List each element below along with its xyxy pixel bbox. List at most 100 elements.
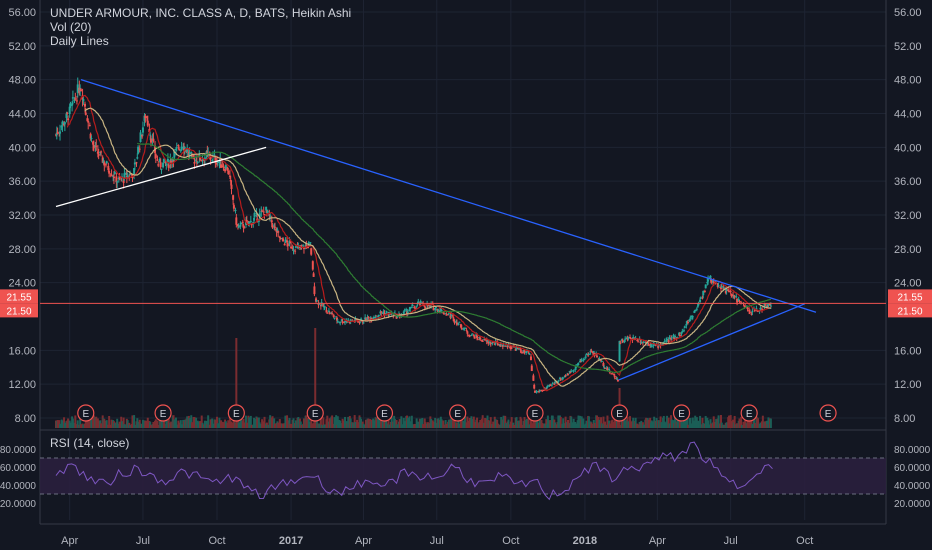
trendline — [80, 79, 817, 313]
volume-bar — [263, 416, 266, 428]
volume-bar — [331, 415, 334, 428]
candle-body — [421, 302, 424, 304]
candle-body — [63, 122, 66, 125]
candle-body — [74, 98, 77, 100]
candle-body — [341, 321, 344, 323]
candle-body — [695, 308, 698, 310]
candle-body — [309, 242, 312, 244]
candle-body — [123, 173, 126, 179]
volume-bar — [121, 421, 124, 428]
candle-body — [585, 353, 588, 356]
price-tick-right: 24.00 — [894, 278, 922, 290]
volume-bar — [751, 423, 754, 428]
candle-body — [248, 221, 251, 224]
volume-bar — [116, 418, 119, 428]
candle-body — [252, 221, 255, 224]
candle-body — [743, 305, 746, 307]
volume-bar — [500, 416, 503, 428]
volume-bar — [174, 417, 177, 428]
candle-body — [306, 246, 309, 249]
moving-average-line — [66, 94, 772, 392]
candle-body — [719, 286, 722, 288]
candle-body — [326, 312, 329, 314]
price-tick-left: 28.00 — [8, 244, 36, 256]
volume-bar — [476, 417, 479, 428]
volume-indicator-label[interactable]: Vol (20) — [50, 20, 92, 34]
volume-bar — [200, 415, 203, 428]
volume-bar — [322, 417, 325, 428]
candle-body — [56, 132, 59, 134]
volume-bar — [273, 418, 276, 428]
volume-bar — [178, 422, 181, 428]
candle-body — [759, 307, 762, 310]
candle-body — [724, 290, 727, 294]
moving-average-line — [84, 107, 771, 387]
candle-body — [294, 250, 297, 252]
volume-bar — [455, 422, 458, 428]
candle-body — [709, 275, 712, 278]
time-axis[interactable]: Apr Jul Oct 2017 Apr Jul Oct 2018 Apr Jul Oct — [61, 535, 813, 547]
price-tick-left: 12.00 — [8, 379, 36, 391]
volume-bar — [400, 416, 403, 428]
candle-body — [177, 145, 180, 147]
volume-bar — [634, 417, 637, 428]
volume-bar — [502, 415, 505, 428]
daily-lines-label[interactable]: Daily Lines — [50, 34, 109, 48]
candle-body — [536, 391, 539, 393]
volume-bar — [256, 417, 259, 428]
volume-bar — [199, 421, 202, 428]
candle-body — [567, 374, 570, 376]
rsi-indicator-label[interactable]: RSI (14, close) — [50, 436, 130, 450]
candle-body — [79, 89, 82, 92]
volume-bar — [323, 424, 326, 428]
current-price-label-1-bg — [0, 289, 38, 304]
volume-bar — [492, 421, 495, 428]
candle-body — [302, 244, 305, 246]
candle-body — [444, 313, 447, 315]
volume-bar — [593, 422, 596, 428]
candle-body — [188, 152, 191, 155]
symbol-title[interactable]: UNDER ARMOUR, INC. CLASS A, D, BATS, Hei… — [50, 6, 352, 20]
candle-body — [685, 324, 688, 326]
volume-bar — [56, 420, 59, 428]
volume-bar — [657, 420, 660, 428]
volume-bar — [590, 422, 593, 428]
price-axis-right[interactable]: 56.00 52.00 48.00 44.00 40.00 36.00 32.00 28.00… — [894, 7, 922, 425]
candle-body — [327, 310, 330, 312]
candle-body — [604, 367, 607, 369]
candle-body — [447, 313, 450, 315]
volume-bar — [191, 422, 194, 428]
candle-body — [686, 321, 689, 323]
candle-body — [769, 303, 772, 306]
volume-bar — [627, 421, 630, 428]
candle-body — [173, 151, 176, 158]
candle-body — [294, 246, 297, 248]
candle-body — [640, 342, 643, 344]
candle-body — [738, 300, 741, 302]
earnings-marker-icon — [154, 404, 172, 422]
volume-bar — [113, 422, 116, 428]
candle-body — [149, 134, 152, 136]
volume-bar — [723, 424, 726, 428]
candle-body — [71, 103, 74, 106]
candle-body — [767, 304, 770, 306]
earnings-marker-label: E — [746, 409, 753, 420]
volume-bar — [632, 417, 635, 428]
volume-bar — [702, 423, 705, 428]
candle-body — [290, 246, 293, 249]
volume-bar — [655, 417, 658, 428]
volume-bar — [426, 422, 429, 428]
candle-body — [663, 341, 666, 343]
candle-body — [463, 328, 466, 330]
candle-body — [227, 170, 230, 174]
rsi-tick-right: 20.0000 — [894, 499, 931, 510]
candle-body — [414, 307, 417, 309]
volume-bar — [97, 420, 100, 428]
candle-body — [468, 335, 471, 337]
volume-bar — [757, 418, 760, 428]
heikin-ashi-candles — [55, 77, 772, 394]
candle-body — [600, 360, 603, 362]
candle-body — [183, 147, 186, 149]
